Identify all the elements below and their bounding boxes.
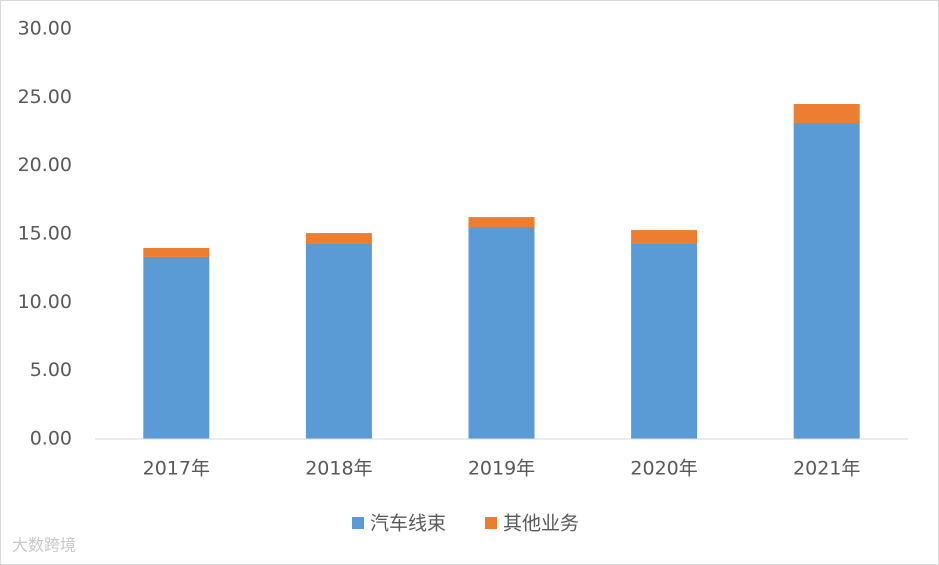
x-tick-label: 2017年 xyxy=(143,458,210,480)
x-tick-label: 2021年 xyxy=(793,458,860,480)
bar-segment xyxy=(305,233,372,244)
bar-segment xyxy=(143,247,210,257)
legend-label: 其他业务 xyxy=(503,513,579,535)
y-tick-label: 30.00 xyxy=(18,18,72,40)
bar-segment xyxy=(143,256,210,439)
y-tick-label: 20.00 xyxy=(18,154,72,176)
bar-segment xyxy=(468,217,535,228)
y-tick-label: 5.00 xyxy=(30,359,72,381)
watermark: 大数跨境 xyxy=(12,536,76,555)
legend-label: 汽车线束 xyxy=(370,513,446,535)
legend-swatch xyxy=(352,517,364,529)
x-tick-label: 2019年 xyxy=(468,458,535,480)
bar-segment xyxy=(793,104,860,124)
bar-segment xyxy=(305,243,372,439)
x-tick-label: 2020年 xyxy=(630,458,697,480)
bar-segment xyxy=(631,243,698,439)
y-tick-label: 25.00 xyxy=(18,86,72,108)
legend-swatch xyxy=(485,517,497,529)
y-tick-label: 15.00 xyxy=(18,223,72,245)
bar-segment xyxy=(468,227,535,439)
x-tick-label: 2018年 xyxy=(305,458,372,480)
bar-segment xyxy=(793,123,860,439)
y-tick-label: 0.00 xyxy=(30,428,72,450)
y-tick-label: 10.00 xyxy=(18,291,72,313)
bar-segment xyxy=(631,230,698,244)
